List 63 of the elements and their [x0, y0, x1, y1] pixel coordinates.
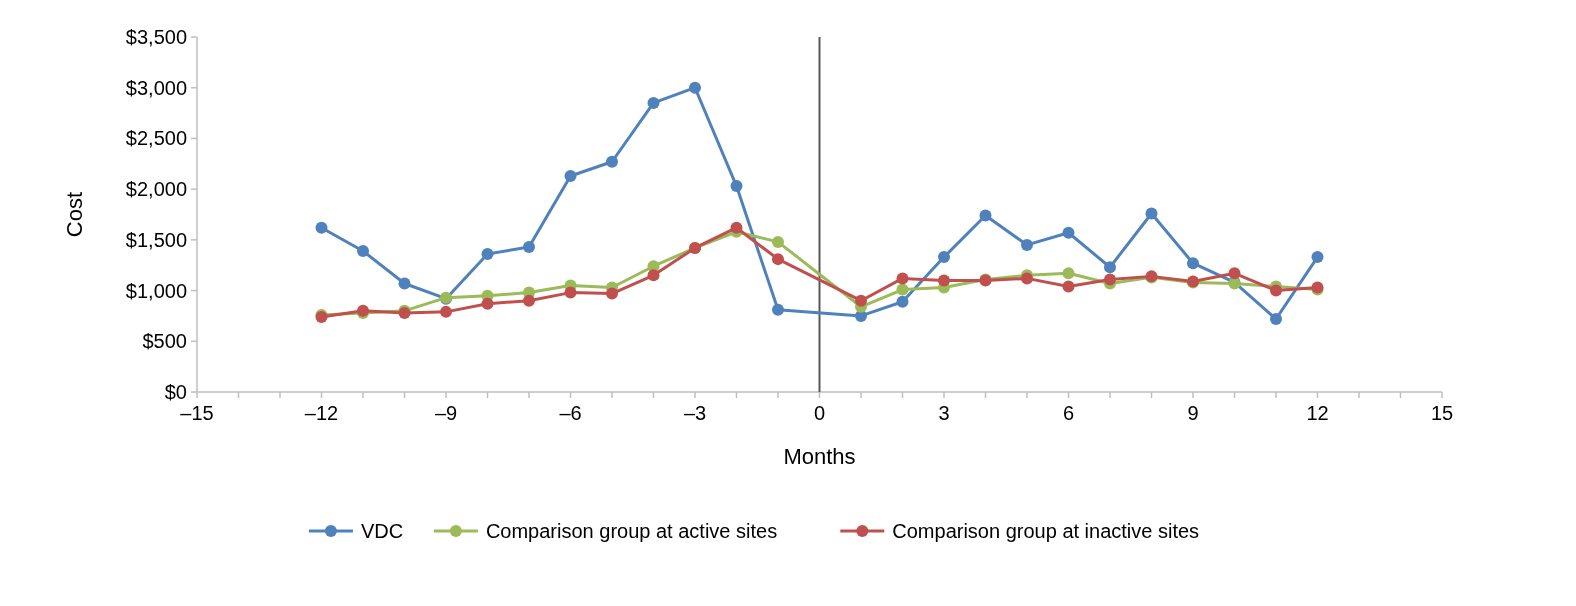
y-tick-label: $3,500 [125, 26, 187, 48]
x-tick-label: 15 [1430, 402, 1454, 424]
point [647, 96, 660, 109]
point [357, 245, 369, 258]
point [730, 221, 743, 234]
point [647, 269, 660, 282]
y-tick-label: $0 [164, 381, 187, 403]
point [564, 169, 577, 182]
x-tick-label: 0 [813, 402, 826, 424]
point [896, 283, 909, 296]
x-axis-title: Months [783, 444, 856, 469]
point [938, 251, 950, 264]
y-tick-label: $500 [142, 330, 187, 353]
point [606, 155, 618, 168]
point [1270, 312, 1282, 325]
point [1104, 261, 1116, 274]
point [730, 180, 743, 193]
point [1270, 284, 1282, 297]
point [1104, 273, 1116, 286]
point [979, 209, 992, 222]
legend-label: Comparison group at inactive sites [892, 520, 1200, 542]
point [1228, 267, 1241, 280]
point [481, 248, 494, 261]
x-tick-label: –9 [434, 402, 458, 424]
y-tick-label: $1,500 [125, 228, 187, 251]
point [855, 294, 867, 307]
point [1062, 226, 1075, 239]
point [315, 221, 328, 234]
x-tick-label: 9 [1187, 402, 1199, 424]
y-axis-title: Cost [62, 191, 87, 238]
point [523, 240, 535, 253]
legend-label: VDC [360, 520, 404, 542]
point [1145, 207, 1158, 220]
x-tick-label: –12 [304, 402, 339, 424]
y-tick-label: $3,000 [125, 76, 187, 99]
point [564, 286, 577, 299]
point [1021, 238, 1033, 251]
y-tick-label: $2,000 [125, 178, 187, 201]
legend-label: Comparison group at active sites [485, 520, 778, 542]
x-tick-label: –15 [180, 402, 214, 424]
point [772, 303, 784, 316]
point [772, 253, 784, 266]
point [606, 287, 618, 300]
point [896, 272, 909, 285]
point [1062, 280, 1075, 293]
x-tick-label: 6 [1062, 402, 1075, 424]
point [523, 294, 535, 307]
x-tick-label: –3 [683, 402, 707, 424]
point [1062, 267, 1075, 280]
point [938, 274, 950, 287]
point [1311, 251, 1324, 264]
x-tick-label: 3 [938, 402, 950, 424]
point [772, 235, 784, 248]
point [398, 277, 411, 290]
x-tick-label: –6 [559, 402, 582, 424]
y-tick-label: $1,000 [125, 279, 187, 302]
point [896, 295, 909, 308]
y-tick-label: $2,500 [125, 127, 187, 150]
point [689, 81, 701, 94]
point [481, 297, 494, 310]
point [1187, 257, 1199, 270]
x-tick-label: 12 [1306, 402, 1329, 424]
point [440, 305, 452, 318]
